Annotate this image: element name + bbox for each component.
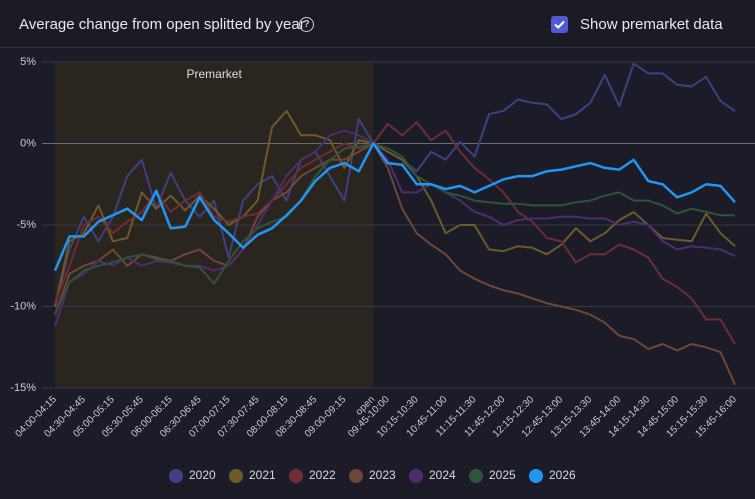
series-line (53, 142, 736, 272)
series-line (54, 142, 735, 316)
help-icon[interactable]: ? (299, 17, 314, 32)
y-tick-label: -15% (10, 382, 36, 394)
legend-label: 2025 (489, 468, 516, 482)
series-line (54, 129, 736, 327)
y-tick-label: 5% (20, 56, 36, 68)
checkmark-path (554, 20, 565, 29)
header: Average change from open splitted by yea… (0, 0, 755, 48)
legend-swatch (289, 469, 303, 483)
legend-swatch (349, 469, 363, 483)
legend-label: 2022 (309, 468, 336, 482)
legend-label: 2023 (369, 468, 396, 482)
y-tick-label: 0% (20, 137, 36, 149)
legend-label: 2026 (549, 468, 576, 482)
checkbox-label[interactable]: Show premarket data (580, 16, 723, 33)
y-tick-label: -5% (16, 219, 36, 231)
legend-label: 2021 (249, 468, 276, 482)
chart-title: Average change from open splitted by yea… (19, 16, 305, 33)
legend-swatch (169, 469, 183, 483)
legend-swatch (529, 469, 543, 483)
premarket-checkbox[interactable] (551, 16, 568, 33)
annotation: Premarket (186, 67, 242, 81)
legend-swatch (409, 469, 423, 483)
legend-swatch (229, 469, 243, 483)
legend-swatch (469, 469, 483, 483)
series-line (54, 121, 736, 345)
legend-label: 2024 (429, 468, 456, 482)
legend-label: 2020 (189, 468, 216, 482)
checkmark (554, 20, 565, 29)
series-line (54, 109, 736, 307)
y-tick-label: -10% (10, 300, 36, 312)
